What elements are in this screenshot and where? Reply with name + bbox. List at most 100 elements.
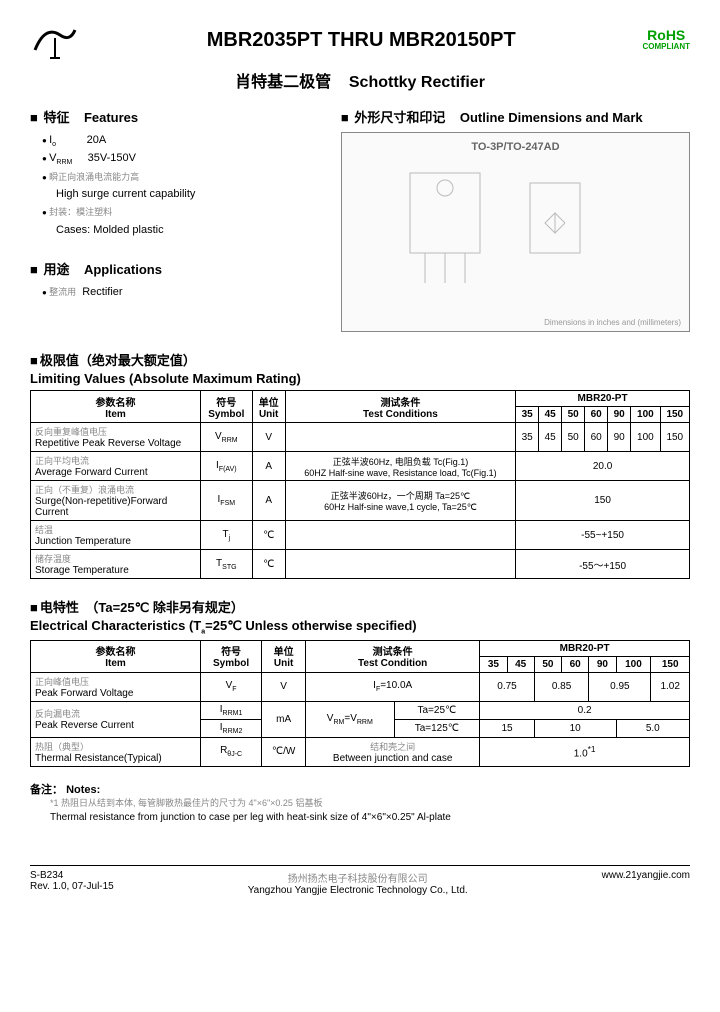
table-row: 热阻（典型） Thermal Resistance(Typical) RθJ-C… — [31, 737, 690, 766]
cond-cell: 正弦半波60Hz, 电阻负载 Tc(Fig.1) 60HZ Half-sine … — [285, 452, 515, 481]
subtitle: 肖特基二极管 Schottky Rectifier — [30, 68, 690, 92]
table-row: 正向峰值电压 Peak Forward Voltage VF V IF=10.0… — [31, 672, 690, 701]
case-cn: 封装：模注塑料 — [49, 207, 112, 217]
rohs-text: RoHS — [642, 28, 690, 43]
elec-head-part2: =25℃ Unless otherwise specified) — [205, 618, 417, 633]
top-columns: 特征 Features Io 20A VRRM 35V-150V 瞬正向浪涌电流… — [30, 107, 690, 332]
col-unit: 单位 Unit — [262, 640, 306, 672]
vf-sym: VF — [201, 672, 262, 701]
col-cond-en: Test Conditions — [290, 409, 511, 420]
subtitle-en: Schottky Rectifier — [349, 74, 485, 91]
company-cn: 扬州扬杰电子科技股份有限公司 — [114, 870, 602, 885]
val-cell: 100 — [631, 423, 660, 452]
item-cell: 正向（不重复）浪涌电流Surge(Non-repetitive)Forward … — [31, 481, 201, 521]
vf-unit: V — [262, 672, 306, 701]
app-rectifier: 整流用 Rectifier — [42, 284, 321, 302]
sym-cell: Tj — [201, 521, 253, 550]
ir-cond1: Ta=25℃ — [394, 701, 480, 719]
subcol: 35 — [516, 407, 539, 423]
ir-en: Peak Reverse Current — [35, 720, 196, 731]
subcol: 45 — [539, 407, 562, 423]
ir-sym1: IRRM1 — [201, 701, 262, 719]
rth-item: 热阻（典型） Thermal Resistance(Typical) — [31, 737, 201, 766]
span-cell: 20.0 — [516, 452, 690, 481]
col-cond-cn: 测试条件 — [290, 394, 511, 409]
item-cell: 结温Junction Temperature — [31, 521, 201, 550]
subcol: 100 — [631, 407, 660, 423]
features-list: Io 20A VRRM 35V-150V 瞬正向浪涌电流能力高 High sur… — [30, 132, 321, 239]
rth-unit: ℃/W — [262, 737, 306, 766]
vf-v4: 1.02 — [651, 672, 690, 701]
val-cell: 35 — [516, 423, 539, 452]
val-cell: 60 — [585, 423, 608, 452]
outline-heading: 外形尺寸和印记 Outline Dimensions and Mark — [341, 107, 690, 126]
subcol: 50 — [562, 407, 585, 423]
col-item: 参数名称 Item — [31, 391, 201, 423]
notes-en: Thermal resistance from junction to case… — [50, 810, 690, 825]
vrrm-sub: RRM — [56, 160, 72, 167]
app-en: Rectifier — [82, 286, 122, 298]
col-cond-en: Test Condition — [310, 658, 475, 669]
vf-cn: 正向峰值电压 — [35, 675, 196, 688]
table-row: 正向平均电流Average Forward CurrentIF(AV)A正弦半波… — [31, 452, 690, 481]
header: MBR2035PT THRU MBR20150PT RoHS COMPLIANT — [30, 20, 690, 60]
unit-cell: ℃ — [252, 521, 285, 550]
col-symbol: 符号 Symbol — [201, 640, 262, 672]
col-unit-en: Unit — [266, 658, 301, 669]
notes-head-cn: 备注： — [30, 784, 63, 796]
col-sym-cn: 符号 — [205, 643, 257, 658]
vf-en: Peak Forward Voltage — [35, 688, 196, 699]
case-en: Cases: Molded plastic — [42, 222, 321, 240]
notes-cn: *1 热阻日从结到本体, 每管脚散热最佳片的尺寸为 4"×6"×0.25 铝基板 — [50, 797, 690, 811]
ir-cn: 反向漏电流 — [35, 707, 196, 720]
col-item-en: Item — [35, 409, 196, 420]
col-cond: 测试条件 Test Condition — [306, 640, 480, 672]
rth-cn: 热阻（典型） — [35, 740, 196, 753]
io-value: 20A — [87, 134, 107, 146]
outline-heading-cn: 外形尺寸和印记 — [354, 110, 445, 125]
applications-heading: 用途 Applications — [30, 259, 321, 278]
col-item: 参数名称 Item — [31, 640, 201, 672]
col-unit-cn: 单位 — [257, 394, 281, 409]
elec-heading-en: Electrical Characteristics (Ta=25℃ Unles… — [30, 618, 690, 636]
package-name: TO-3P/TO-247AD — [350, 141, 681, 153]
notes-body: *1 热阻日从结到本体, 每管脚散热最佳片的尺寸为 4"×6"×0.25 铝基板… — [30, 797, 690, 826]
ir-item: 反向漏电流 Peak Reverse Current — [31, 701, 201, 737]
unit-cell: ℃ — [252, 550, 285, 579]
sym-cell: IFSM — [201, 481, 253, 521]
unit-cell: A — [252, 452, 285, 481]
val-cell: 45 — [539, 423, 562, 452]
col-symbol: 符号 Symbol — [201, 391, 253, 423]
col-sym-en: Symbol — [205, 409, 248, 420]
doc-number: S-B234 — [30, 870, 114, 881]
subcol: 150 — [660, 407, 689, 423]
sym-cell: TSTG — [201, 550, 253, 579]
footer-center: 扬州扬杰电子科技股份有限公司 Yangzhou Yangjie Electron… — [114, 870, 602, 896]
dimension-note: Dimensions in inches and (millimeters) — [544, 318, 681, 327]
outline-heading-en: Outline Dimensions and Mark — [460, 110, 643, 125]
features-heading-en: Features — [84, 110, 138, 125]
applications-list: 整流用 Rectifier — [30, 284, 321, 302]
company-logo — [30, 20, 80, 60]
cond-cell — [285, 423, 515, 452]
package-outline-svg — [350, 153, 681, 303]
vf-v2: 0.85 — [534, 672, 589, 701]
unit-cell: V — [252, 423, 285, 452]
subcol: 35 — [480, 656, 507, 672]
rth-sym: RθJ-C — [201, 737, 262, 766]
rohs-subtext: COMPLIANT — [642, 43, 690, 52]
vf-v3: 0.95 — [589, 672, 651, 701]
col-unit-cn: 单位 — [266, 643, 301, 658]
subcol: 150 — [651, 656, 690, 672]
span-cell: -55~+150 — [516, 521, 690, 550]
apps-heading-en: Applications — [84, 262, 162, 277]
subcol: 60 — [562, 656, 589, 672]
io-sub: o — [52, 141, 56, 148]
footer-left: S-B234 Rev. 1.0, 07-Jul-15 — [30, 870, 114, 896]
val-cell: 150 — [660, 423, 689, 452]
vf-cond: IF=10.0A — [306, 672, 480, 701]
table-row: 储存温度Storage TemperatureTSTG℃-55～+150 — [31, 550, 690, 579]
col-item-cn: 参数名称 — [35, 643, 196, 658]
app-cn: 整流用 — [49, 287, 76, 297]
rth-val: 1.0*1 — [480, 737, 690, 766]
